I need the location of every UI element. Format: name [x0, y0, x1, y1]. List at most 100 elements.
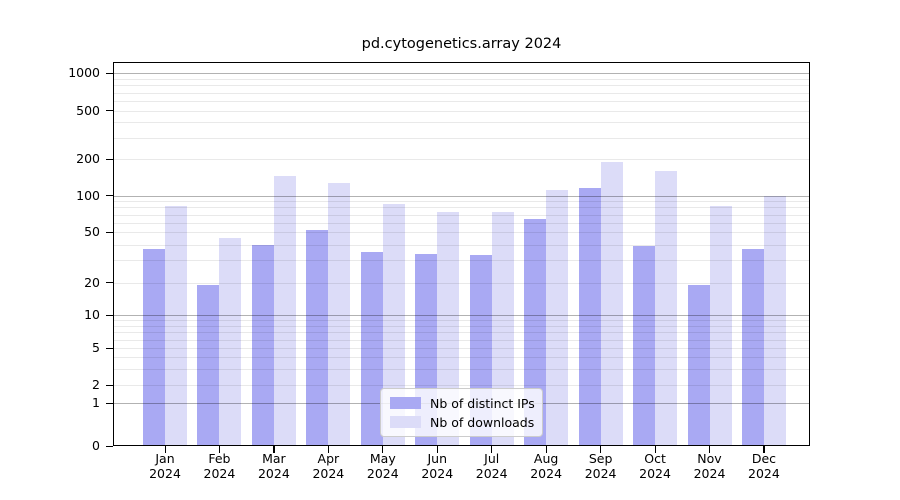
x-tick-label: Oct 2024 [623, 451, 687, 481]
x-tick-label: Jun 2024 [405, 451, 469, 481]
minor-gridline [114, 357, 810, 359]
y-tick-label: 100 [76, 187, 100, 203]
x-tick-year: 2024 [421, 465, 454, 481]
minor-gridline [114, 222, 810, 224]
minor-gridline [114, 320, 810, 322]
x-tick-year: 2024 [584, 465, 617, 481]
legend-label-distinct-ips: Nb of distinct IPs [430, 395, 535, 411]
minor-gridline [114, 137, 810, 139]
minor-gridline [114, 214, 810, 216]
bar-downloads [546, 189, 569, 446]
x-tick-year: 2024 [366, 465, 399, 481]
y-tick-label: 2 [92, 377, 100, 392]
minor-gridline [114, 78, 810, 80]
chart-title: pd.cytogenetics.array 2024 [361, 36, 562, 52]
x-tick-label: Jul 2024 [460, 451, 524, 481]
x-tick-year: 2024 [203, 465, 236, 481]
minor-gridline [114, 122, 810, 124]
minor-gridline [114, 348, 810, 350]
x-tick-label: Jan 2024 [133, 451, 197, 481]
x-tick-year: 2024 [530, 465, 563, 481]
minor-gridline [114, 332, 810, 334]
bar-downloads [382, 204, 405, 446]
x-tick [327, 446, 330, 453]
minor-gridline [114, 260, 810, 262]
minor-gridline [114, 100, 810, 102]
x-tick-year: 2024 [693, 465, 726, 481]
minor-gridline [114, 159, 810, 160]
x-tick-year: 2024 [312, 465, 345, 481]
y-tick [106, 158, 113, 160]
x-tick-year: 2024 [149, 465, 181, 481]
y-tick-label: 1000 [68, 65, 100, 81]
y-tick-label: 10 [84, 307, 100, 322]
y-tick-label: 0 [92, 438, 100, 453]
y-tick [106, 384, 113, 386]
major-gridline [114, 315, 810, 316]
minor-gridline [114, 232, 810, 234]
x-tick-year: 2024 [639, 465, 671, 481]
x-tick-label: Sep 2024 [569, 451, 633, 481]
x-tick [600, 446, 602, 453]
bar-distinct-ips [687, 285, 710, 446]
minor-gridline [114, 207, 810, 209]
y-tick [106, 314, 113, 316]
bar-distinct-ips [633, 245, 656, 446]
major-gridline [114, 195, 810, 197]
bar-downloads [600, 161, 623, 446]
x-tick [273, 446, 275, 453]
x-tick-year: 2024 [257, 465, 290, 481]
x-tick-year: 2024 [748, 465, 780, 481]
x-tick-label: Feb 2024 [187, 451, 251, 481]
legend-swatch-downloads-icon [390, 416, 421, 428]
minor-gridline [114, 92, 810, 94]
y-tick [106, 445, 113, 447]
bar-downloads [437, 212, 460, 446]
bar-distinct-ips [306, 230, 329, 446]
legend-item-distinct-ips: Nb of distinct IPs [390, 395, 535, 411]
legend-item-downloads: Nb of downloads [390, 415, 534, 430]
x-tick-label: Aug 2024 [514, 451, 578, 481]
y-tick-label: 500 [76, 102, 100, 118]
major-gridline [114, 73, 810, 75]
bar-downloads [165, 206, 187, 446]
x-tick-label: May 2024 [351, 451, 415, 481]
y-tick [106, 231, 113, 233]
x-tick [491, 446, 493, 453]
legend-swatch-distinct-ips-icon [390, 397, 421, 409]
bar-distinct-ips [143, 248, 165, 446]
minor-gridline [114, 282, 810, 284]
minor-gridline [114, 368, 810, 370]
x-tick-year: 2024 [475, 465, 508, 481]
minor-gridline [114, 325, 810, 327]
y-tick [106, 282, 113, 284]
x-tick [763, 446, 765, 453]
x-tick-label: Dec 2024 [732, 451, 796, 481]
minor-gridline [114, 385, 810, 386]
x-tick [218, 446, 221, 453]
minor-gridline [114, 85, 810, 87]
bar-downloads [763, 195, 786, 446]
x-tick [545, 446, 547, 453]
y-tick-label: 200 [76, 151, 100, 166]
y-tick [106, 110, 113, 112]
x-tick [382, 446, 384, 453]
bar-distinct-ips [741, 248, 764, 446]
minor-gridline [114, 201, 810, 203]
y-tick [106, 347, 113, 349]
bar-downloads [328, 183, 351, 446]
bar-downloads [655, 171, 678, 446]
y-tick-label: 5 [92, 340, 100, 356]
x-tick [654, 446, 656, 453]
x-tick [164, 446, 166, 453]
bar-downloads [219, 238, 242, 446]
bar-downloads [273, 176, 296, 446]
bar-distinct-ips [578, 188, 601, 446]
y-tick-label: 1 [92, 395, 100, 411]
bar-distinct-ips [251, 244, 274, 446]
minor-gridline [114, 339, 810, 341]
x-tick-label: Apr 2024 [296, 451, 360, 481]
x-tick [436, 446, 438, 453]
y-tick-label: 50 [84, 224, 100, 240]
